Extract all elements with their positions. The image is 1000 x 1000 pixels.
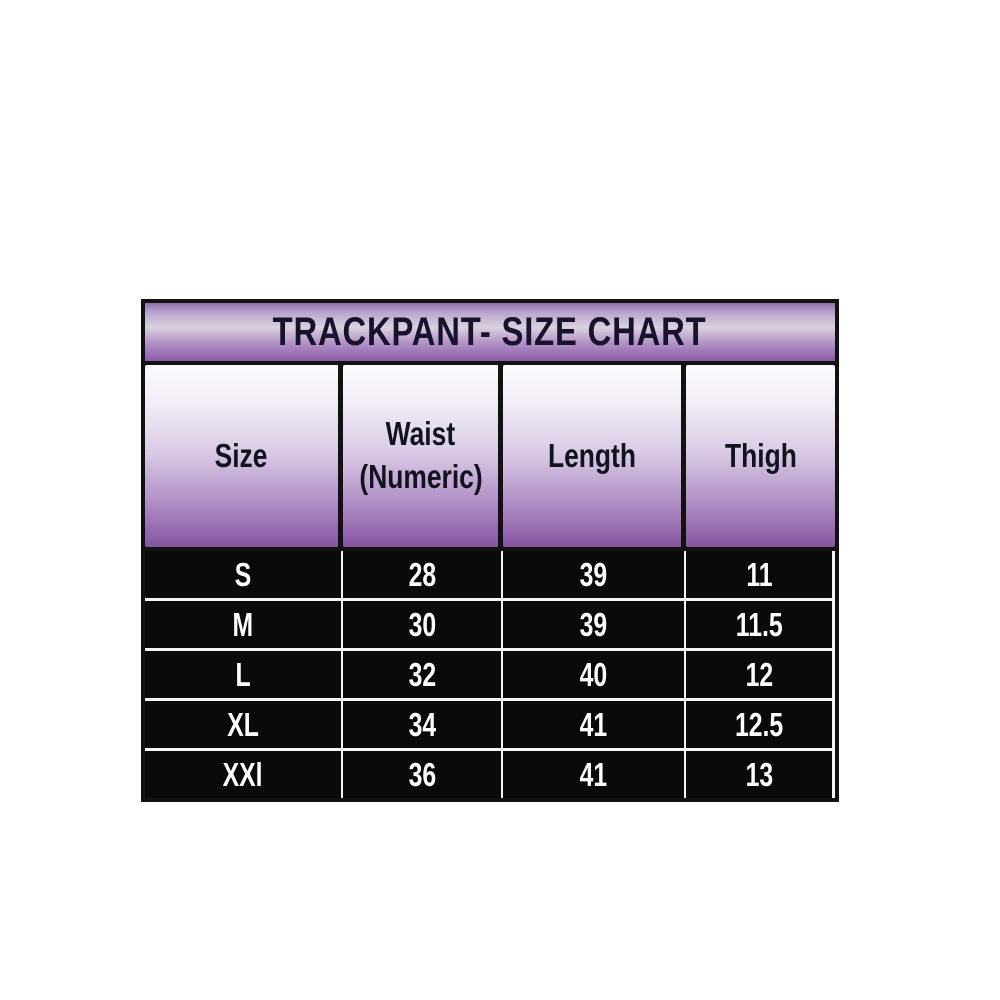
column-header-label: Thigh xyxy=(724,436,797,474)
column-header-label: Length xyxy=(548,436,637,474)
column-header-label: Size xyxy=(215,436,268,474)
size-chart-table: TRACKPANT- SIZE CHART Size Waist (Numeri… xyxy=(141,299,839,802)
cell-value: 39 xyxy=(579,605,608,643)
waist-cell: 28 xyxy=(343,551,504,598)
cell-value: 36 xyxy=(408,755,436,793)
size-cell: XL xyxy=(145,701,344,748)
cell-value: 39 xyxy=(579,555,608,593)
column-header-label-line2: (Numeric) xyxy=(358,458,483,495)
waist-cell: 36 xyxy=(343,751,504,798)
length-cell: 39 xyxy=(503,601,686,648)
table-row-m: M 30 39 11.5 xyxy=(145,601,835,651)
table-row-xxl: XXl 36 41 13 xyxy=(145,751,835,798)
chart-title-bar: TRACKPANT- SIZE CHART xyxy=(145,303,835,365)
table-body: S 28 39 11 M 30 39 11.5 L 32 40 12 XL 34… xyxy=(145,551,835,798)
cell-value: 40 xyxy=(579,655,608,693)
size-cell: L xyxy=(145,651,344,698)
column-header-waist: Waist (Numeric) xyxy=(343,365,504,547)
size-cell: XXl xyxy=(145,751,344,798)
waist-cell: 34 xyxy=(343,701,504,748)
cell-value: 30 xyxy=(408,605,436,643)
column-header-size: Size xyxy=(145,365,344,547)
thigh-cell: 13 xyxy=(685,751,835,798)
thigh-cell: 12.5 xyxy=(685,701,835,748)
cell-value: 34 xyxy=(408,705,436,743)
cell-value: 41 xyxy=(579,755,608,793)
thigh-cell: 11.5 xyxy=(685,601,835,648)
cell-value: 12 xyxy=(745,655,773,693)
column-header-label: Waist xyxy=(385,415,456,453)
cell-value: 11 xyxy=(745,555,773,593)
cell-value: 13 xyxy=(745,755,773,793)
cell-value: 41 xyxy=(579,705,608,743)
cell-value: L xyxy=(235,655,251,693)
table-row-s: S 28 39 11 xyxy=(145,551,835,601)
thigh-cell: 12 xyxy=(685,651,835,698)
cell-value: 32 xyxy=(408,655,436,693)
waist-cell: 30 xyxy=(343,601,504,648)
cell-value: S xyxy=(234,555,252,593)
size-cell: M xyxy=(145,601,344,648)
cell-value: 12.5 xyxy=(734,705,784,743)
chart-title: TRACKPANT- SIZE CHART xyxy=(273,309,707,354)
size-cell: S xyxy=(145,551,344,598)
cell-value: M xyxy=(232,605,254,643)
length-cell: 41 xyxy=(503,701,686,748)
cell-value: XXl xyxy=(223,755,263,793)
length-cell: 40 xyxy=(503,651,686,698)
table-row-l: L 32 40 12 xyxy=(145,651,835,701)
column-header-length: Length xyxy=(503,365,686,547)
waist-cell: 32 xyxy=(343,651,504,698)
thigh-cell: 11 xyxy=(685,551,835,598)
cell-value: 28 xyxy=(408,555,436,593)
table-row-xl: XL 34 41 12.5 xyxy=(145,701,835,751)
length-cell: 39 xyxy=(503,551,686,598)
column-header-thigh: Thigh xyxy=(685,365,835,547)
header-row: Size Waist (Numeric) Length Thigh xyxy=(145,365,835,551)
cell-value: XL xyxy=(227,705,259,743)
cell-value: 11.5 xyxy=(735,605,783,643)
length-cell: 41 xyxy=(503,751,686,798)
